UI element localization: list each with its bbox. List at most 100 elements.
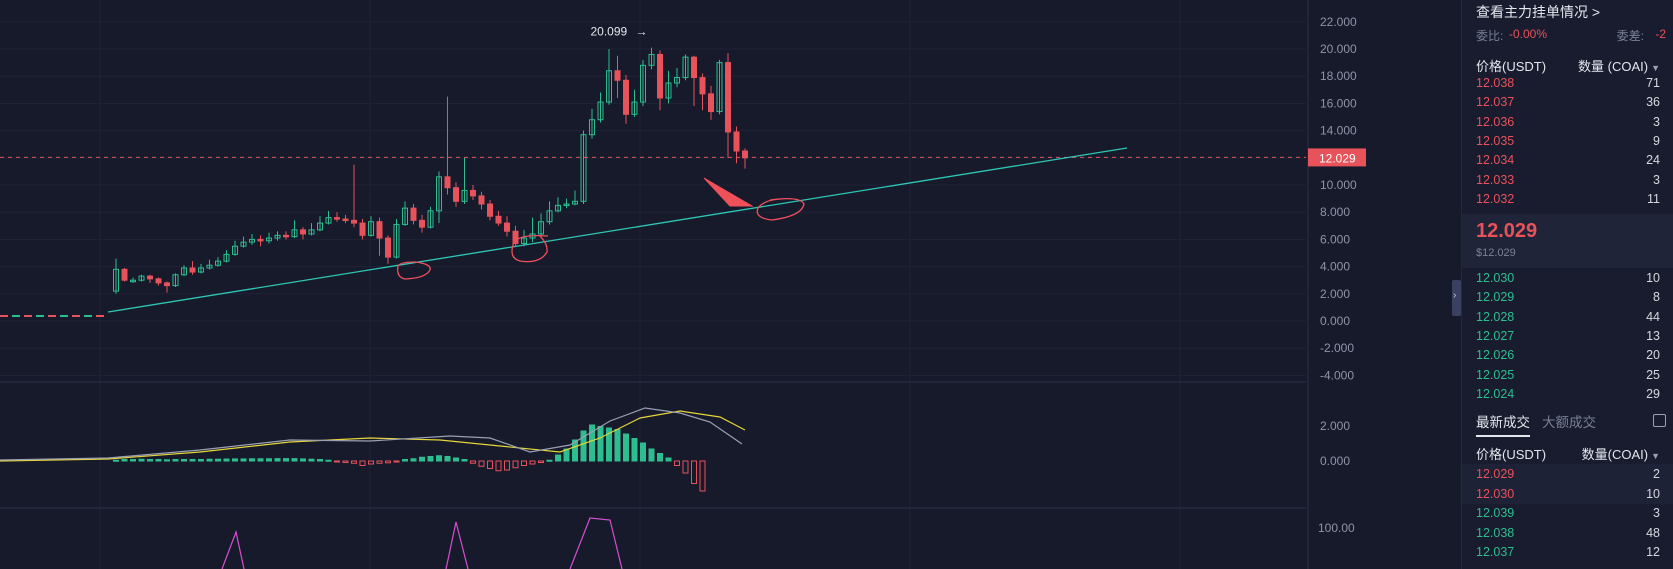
trades-header: 价格(USDT) 数量(COAI) ▼ <box>1462 440 1673 462</box>
macd-bar <box>130 459 136 462</box>
candle-body <box>206 264 213 269</box>
macd-bar <box>113 459 119 462</box>
candle-body <box>504 222 510 232</box>
macd-axis-tick: 2.000 <box>1320 419 1350 433</box>
price-axis-tick: 22.000 <box>1320 15 1357 29</box>
order-row[interactable]: 12.037 36 <box>1462 92 1673 112</box>
order-row[interactable]: 12.036 3 <box>1462 112 1673 132</box>
macd-bar <box>674 460 680 466</box>
candle-body <box>215 260 221 266</box>
order-row[interactable]: 12.027 13 <box>1462 326 1673 346</box>
candle-body <box>546 210 553 223</box>
caret-down-icon[interactable]: ▼ <box>1651 63 1660 73</box>
order-qty: 36 <box>1646 95 1660 110</box>
annotation-circle <box>756 198 805 221</box>
tab-large-trades[interactable]: 大额成交 <box>1542 415 1596 430</box>
candle-body <box>580 134 587 202</box>
main-orders-link[interactable]: 查看主力挂单情况 > <box>1476 2 1600 22</box>
candle-body <box>470 189 476 197</box>
annotation-circle <box>511 234 549 263</box>
trade-qty-column-header[interactable]: 数量(COAI) ▼ <box>1582 444 1660 463</box>
macd-bar <box>606 427 612 462</box>
trade-qty: 10 <box>1646 486 1660 501</box>
macd-bar <box>376 460 383 464</box>
candle-body <box>665 82 672 99</box>
macd-bar <box>317 459 323 462</box>
order-row[interactable]: 12.034 24 <box>1462 150 1673 170</box>
macd-bar <box>529 460 536 465</box>
candle-body <box>147 275 153 280</box>
filter-checkbox[interactable] <box>1653 414 1666 427</box>
order-row[interactable]: 12.038 71 <box>1462 73 1673 93</box>
price-column-header: 价格(USDT) <box>1476 59 1547 74</box>
macd-bar <box>470 460 476 464</box>
order-price: 12.037 <box>1476 95 1515 110</box>
macd-bar <box>368 460 374 465</box>
order-price: 12.030 <box>1476 271 1515 285</box>
candle-body <box>453 187 459 202</box>
candle-body <box>283 234 289 238</box>
macd-bar <box>453 457 459 462</box>
macd-bar <box>393 460 400 463</box>
candle-body <box>181 267 187 276</box>
candle-body <box>393 223 400 258</box>
macd-bar <box>215 458 221 462</box>
order-row[interactable]: 12.028 44 <box>1462 307 1673 327</box>
order-row[interactable]: 12.025 25 <box>1462 365 1673 385</box>
trades-tabs: 最新成交 大额成交 <box>1462 408 1673 437</box>
order-qty: 3 <box>1653 172 1660 187</box>
candle-body <box>385 237 391 258</box>
qty-column-header[interactable]: 数量 (COAI) ▼ <box>1578 56 1660 75</box>
trade-row: 12.039 3 <box>1462 503 1673 523</box>
candle-body <box>274 234 281 239</box>
order-row[interactable]: 12.032 11 <box>1462 189 1673 209</box>
candle-body <box>699 77 706 95</box>
caret-down-icon[interactable]: ▼ <box>1651 451 1660 461</box>
price-axis-tick: 14.000 <box>1320 124 1357 138</box>
macd-bar <box>223 458 230 462</box>
order-price: 12.027 <box>1476 328 1515 343</box>
macd-bar <box>436 455 442 462</box>
order-row[interactable]: 12.026 20 <box>1462 345 1673 365</box>
trade-price: 12.030 <box>1476 486 1515 501</box>
macd-bar <box>546 459 553 462</box>
macd-bar <box>308 458 315 462</box>
panel-collapse-handle[interactable]: › <box>1452 280 1461 316</box>
trade-qty-label[interactable]: 数量(COAI) <box>1581 447 1649 462</box>
candle-body <box>674 77 680 84</box>
orderbook-header: 价格(USDT) 数量 (COAI) ▼ <box>1462 52 1673 74</box>
price-axis-tick: -2.000 <box>1320 341 1354 355</box>
order-price: 12.029 <box>1476 290 1515 305</box>
candle-body <box>351 219 357 224</box>
chevron-right-icon[interactable]: > <box>1591 4 1601 20</box>
price-axis-tick: 18.000 <box>1320 69 1357 83</box>
order-row[interactable]: 12.030 10 <box>1462 268 1673 288</box>
order-price: 12.033 <box>1476 172 1515 187</box>
chart-canvas[interactable]: 22.00020.00018.00016.00014.00012.00010.0… <box>0 0 1460 569</box>
candle-body <box>495 215 502 224</box>
macd-bar <box>521 460 527 466</box>
order-qty: 9 <box>1653 133 1660 148</box>
macd-bar <box>283 458 289 462</box>
candle-body <box>138 275 145 281</box>
trade-price: 12.029 <box>1476 467 1515 481</box>
qty-column-label[interactable]: 数量 (COAI) <box>1578 59 1649 74</box>
main-orders-title[interactable]: 查看主力挂单情况 <box>1476 4 1588 20</box>
kline-chart[interactable]: 22.00020.00018.00016.00014.00012.00010.0… <box>0 0 1460 569</box>
rsi-line <box>445 521 469 569</box>
candle-body <box>631 101 638 115</box>
candle-body <box>113 268 119 292</box>
macd-bar <box>198 459 204 462</box>
order-row[interactable]: 12.033 3 <box>1462 170 1673 190</box>
candle-body <box>317 222 323 231</box>
order-row[interactable]: 12.029 8 <box>1462 287 1673 307</box>
order-row[interactable]: 12.024 29 <box>1462 384 1673 404</box>
macd-bar <box>504 460 510 471</box>
candle-body <box>325 217 332 224</box>
macd-bar <box>427 456 434 462</box>
order-row[interactable]: 12.035 9 <box>1462 131 1673 151</box>
tab-latest-trades[interactable]: 最新成交 <box>1476 411 1530 437</box>
diff-value: -2 <box>1655 27 1666 41</box>
chevron-right-icon: › <box>1453 290 1457 301</box>
price-axis-tick: 0.000 <box>1320 314 1350 328</box>
